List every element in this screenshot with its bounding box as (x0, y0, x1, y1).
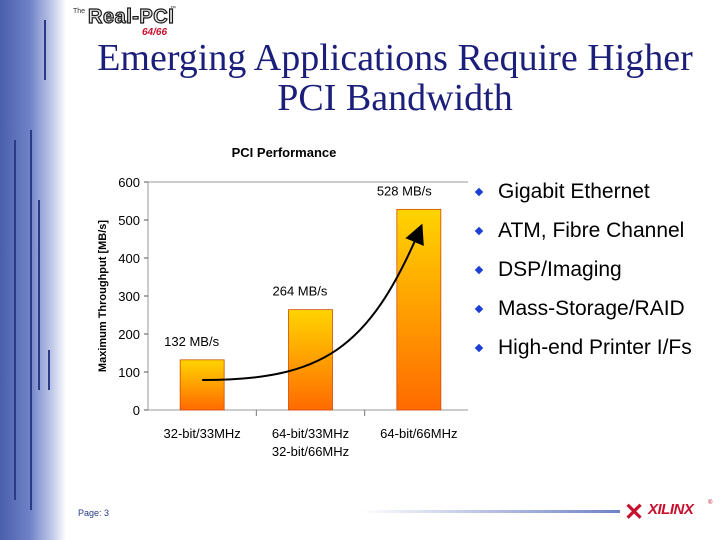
y-tick-label: 600 (118, 175, 140, 190)
bullet-item: DSP/Imaging (472, 258, 720, 282)
data-label: 264 MB/s (273, 284, 328, 299)
xilinx-wordmark: XILINX (648, 501, 694, 518)
bullet-text: Mass-Storage/RAID (498, 297, 685, 320)
sidebar-line (30, 130, 32, 510)
sidebar-line (48, 350, 50, 390)
bullet-text: ATM, Fibre Channel (498, 219, 685, 242)
diamond-bullet-icon (474, 265, 484, 275)
bar (288, 309, 333, 411)
diamond-bullet-icon (474, 343, 484, 353)
x-tick-label: 64-bit/33MHz (272, 426, 349, 441)
logo-prefix: The (73, 8, 86, 15)
bullet-item: High-end Printer I/Fs (472, 336, 720, 360)
sidebar-line (14, 140, 16, 500)
x-tick-label: 32-bit/33MHz (164, 426, 241, 441)
xilinx-logo: ✕ XILINX ® (624, 496, 716, 526)
data-label: 528 MB/s (377, 183, 432, 198)
logo-trademark: ™ (170, 6, 176, 12)
registered-mark: ® (708, 500, 713, 506)
y-tick-label: 0 (133, 403, 140, 418)
y-tick-label: 500 (118, 213, 140, 228)
diamond-bullet-icon (474, 226, 484, 236)
bullet-item: Gigabit Ethernet (472, 180, 720, 204)
logo-subtitle: 64/66 (142, 27, 168, 38)
y-tick-label: 200 (118, 327, 140, 342)
page-number: Page: 3 (78, 508, 110, 518)
y-tick-label: 300 (118, 289, 140, 304)
bullet-text: Gigabit Ethernet (498, 180, 650, 203)
logo-brand: Real-PCI (87, 5, 175, 28)
growth-arrow (202, 223, 424, 381)
y-tick-label: 100 (118, 365, 140, 380)
bullet-item: Mass-Storage/RAID (472, 297, 720, 321)
y-tick-label: 400 (118, 251, 140, 266)
sidebar-gradient (0, 0, 66, 540)
bullet-text: DSP/Imaging (498, 258, 622, 281)
bar (179, 359, 225, 411)
x-tick-label: 32-bit/66MHz (272, 444, 349, 459)
sidebar-line (44, 20, 46, 80)
xilinx-mark-icon: ✕ (624, 499, 645, 526)
sidebar-line (38, 200, 40, 390)
diamond-bullet-icon (474, 187, 484, 197)
bar (396, 208, 442, 411)
slide-title: Emerging Applications Require Higher PCI… (97, 37, 693, 119)
bullet-item: ATM, Fibre Channel (472, 219, 720, 243)
chart-title: PCI Performance (232, 145, 337, 160)
y-axis-label: Maximum Throughput [MB/s] (97, 220, 109, 372)
data-label: 132 MB/s (164, 334, 219, 349)
diamond-bullet-icon (474, 304, 484, 314)
footer-divider (360, 510, 620, 513)
bullet-list: Gigabit Ethernet ATM, Fibre Channel DSP/… (472, 180, 720, 375)
x-tick-label: 64-bit/66MHz (380, 426, 457, 441)
pci-performance-chart: PCI Performance Maximum Throughput [MB/s]… (97, 145, 468, 459)
real-pci-logo: The Real-PCI ™ 64/66 (70, 4, 180, 38)
bullet-text: High-end Printer I/Fs (498, 336, 692, 359)
